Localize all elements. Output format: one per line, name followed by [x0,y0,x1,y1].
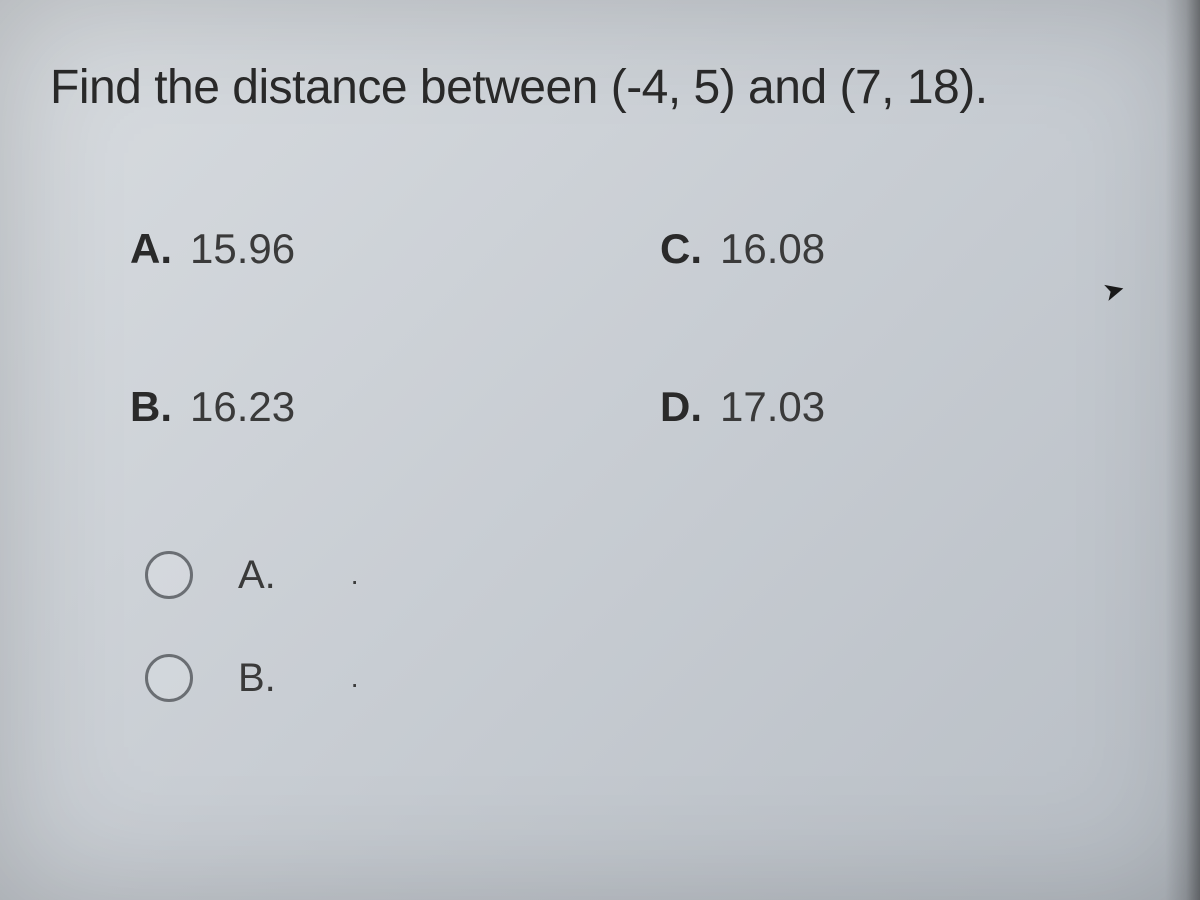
option-letter: A. [130,225,172,273]
answer-option-b: B. 16.23 [130,383,620,431]
question-text: Find the distance between (-4, 5) and (7… [50,60,1150,115]
radio-answer-section: A. . B. . [50,551,1150,702]
radio-dot: . [351,559,359,591]
radio-button-b[interactable] [145,654,193,702]
vignette-overlay [0,0,1200,900]
radio-dot: . [351,662,359,694]
option-value: 15.96 [190,225,295,273]
screen-edge-shadow [1165,0,1200,900]
radio-button-a[interactable] [145,551,193,599]
answer-grid: A. 15.96 C. 16.08 B. 16.23 D. 17.03 [50,225,1150,431]
radio-row-a[interactable]: A. . [145,551,1150,599]
quiz-screen: Find the distance between (-4, 5) and (7… [0,0,1200,900]
radio-label: B. [238,656,276,701]
radio-label: A. [238,553,276,598]
option-value: 16.08 [720,225,825,273]
option-value: 17.03 [720,383,825,431]
option-value: 16.23 [190,383,295,431]
answer-option-d: D. 17.03 [660,383,1150,431]
answer-option-c: C. 16.08 [660,225,1150,273]
radio-row-b[interactable]: B. . [145,654,1150,702]
option-letter: B. [130,383,172,431]
option-letter: D. [660,383,702,431]
option-letter: C. [660,225,702,273]
answer-option-a: A. 15.96 [130,225,620,273]
